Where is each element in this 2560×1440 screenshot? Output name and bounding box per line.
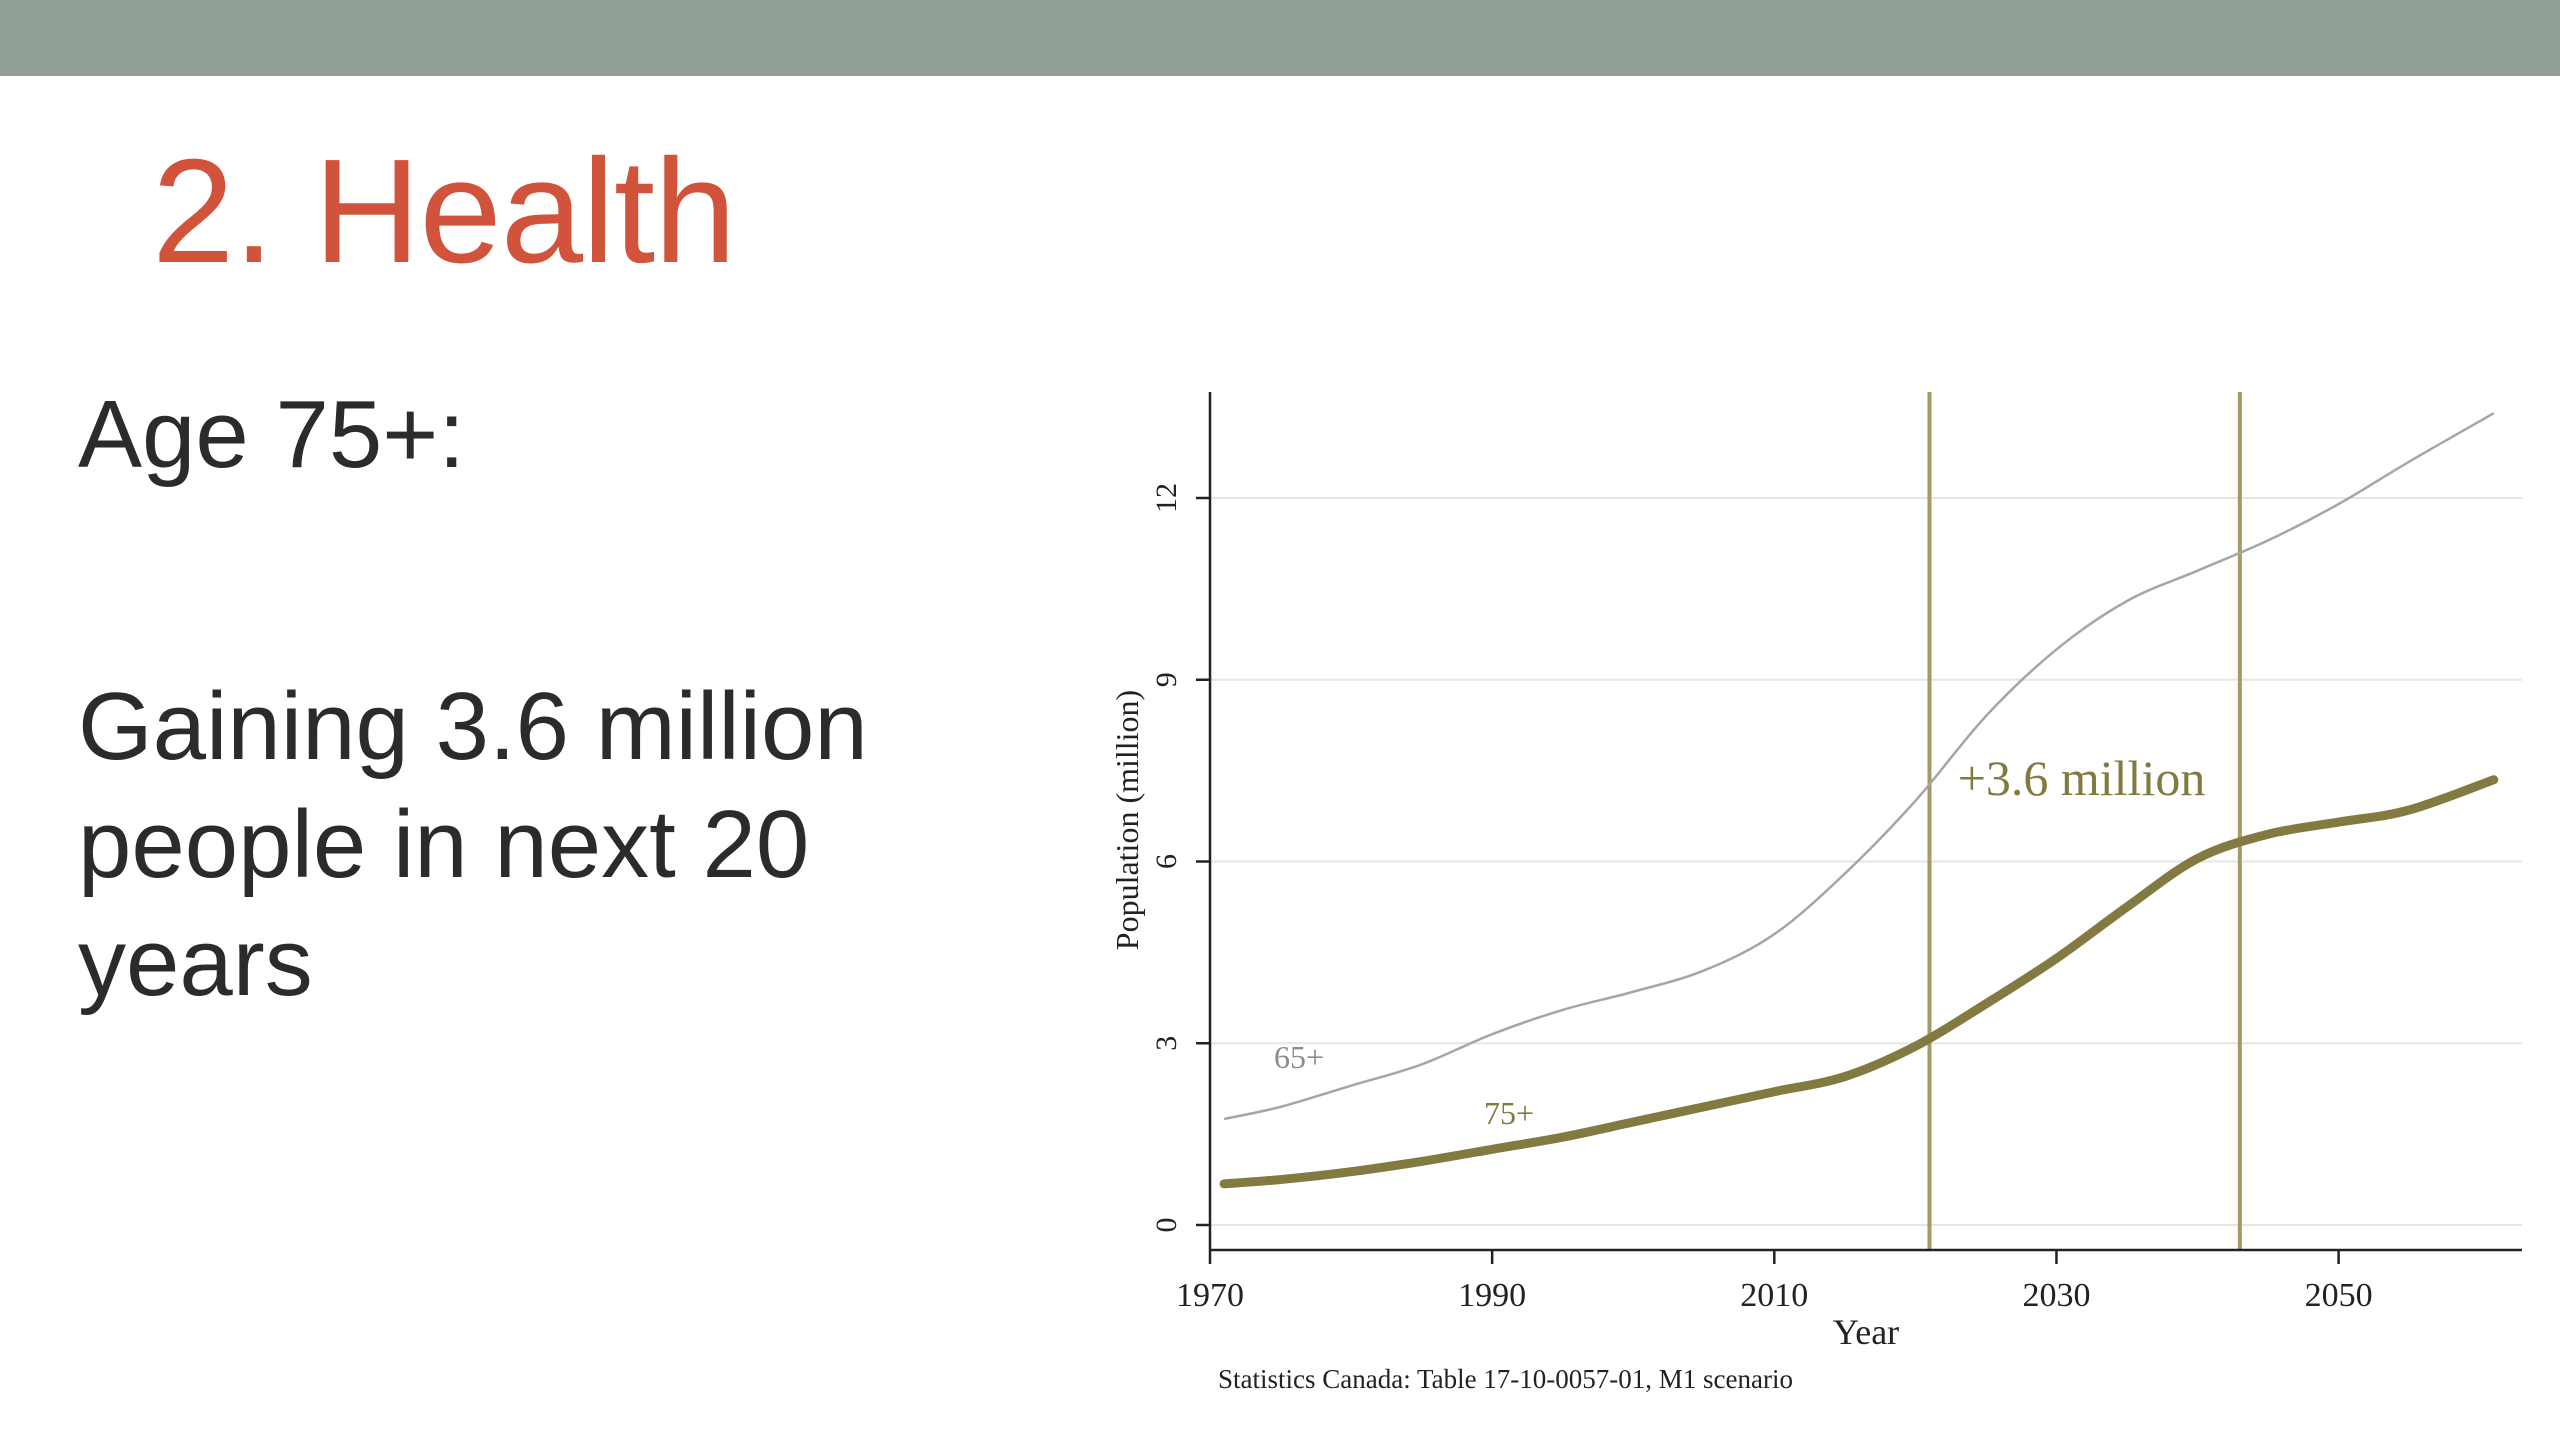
slide-title: 2. Health (152, 129, 736, 294)
x-tick-label-1970: 1970 (1176, 1277, 1244, 1314)
series-layer (1219, 412, 2499, 1189)
y-axis-title: Population (million) (1109, 690, 1145, 950)
chart-labels: 0 3 6 9 12 1970 1990 2010 2030 2050 Year Population… (1109, 483, 2373, 1394)
x-tick-label-1990: 1990 (1458, 1277, 1526, 1314)
x-tick-label-2030: 2030 (2022, 1277, 2090, 1314)
bullet-age-label: Age 75+: (78, 381, 465, 488)
series-label-65-plus: 65+ (1274, 1039, 1324, 1075)
y-tick-label-3: 3 (1150, 1036, 1183, 1051)
y-tick-label-9: 9 (1150, 672, 1183, 687)
axes (1196, 392, 2522, 1264)
y-tick-label-6: 6 (1150, 854, 1183, 869)
series-label-75-plus: 75+ (1484, 1095, 1534, 1131)
grid-layer (1210, 497, 2522, 1226)
x-axis-title: Year (1833, 1312, 1899, 1352)
y-tick-label-12: 12 (1150, 483, 1183, 513)
marker-lines (1927, 392, 2242, 1250)
chart-source-note: Statistics Canada: Table 17-10-0057-01, … (1218, 1364, 1793, 1394)
bullet-gain-text: Gaining 3.6 million people in next 20 ye… (78, 673, 868, 1016)
y-tick-label-0: 0 (1150, 1218, 1183, 1233)
top-accent-bar (0, 0, 2560, 76)
annotation-gain: +3.6 million (1958, 750, 2206, 806)
x-tick-label-2050: 2050 (2305, 1277, 2373, 1314)
series-line-65-plus (1223, 412, 2495, 1121)
x-tick-label-2010: 2010 (1740, 1277, 1808, 1314)
series-line-75-plus (1219, 775, 2499, 1189)
